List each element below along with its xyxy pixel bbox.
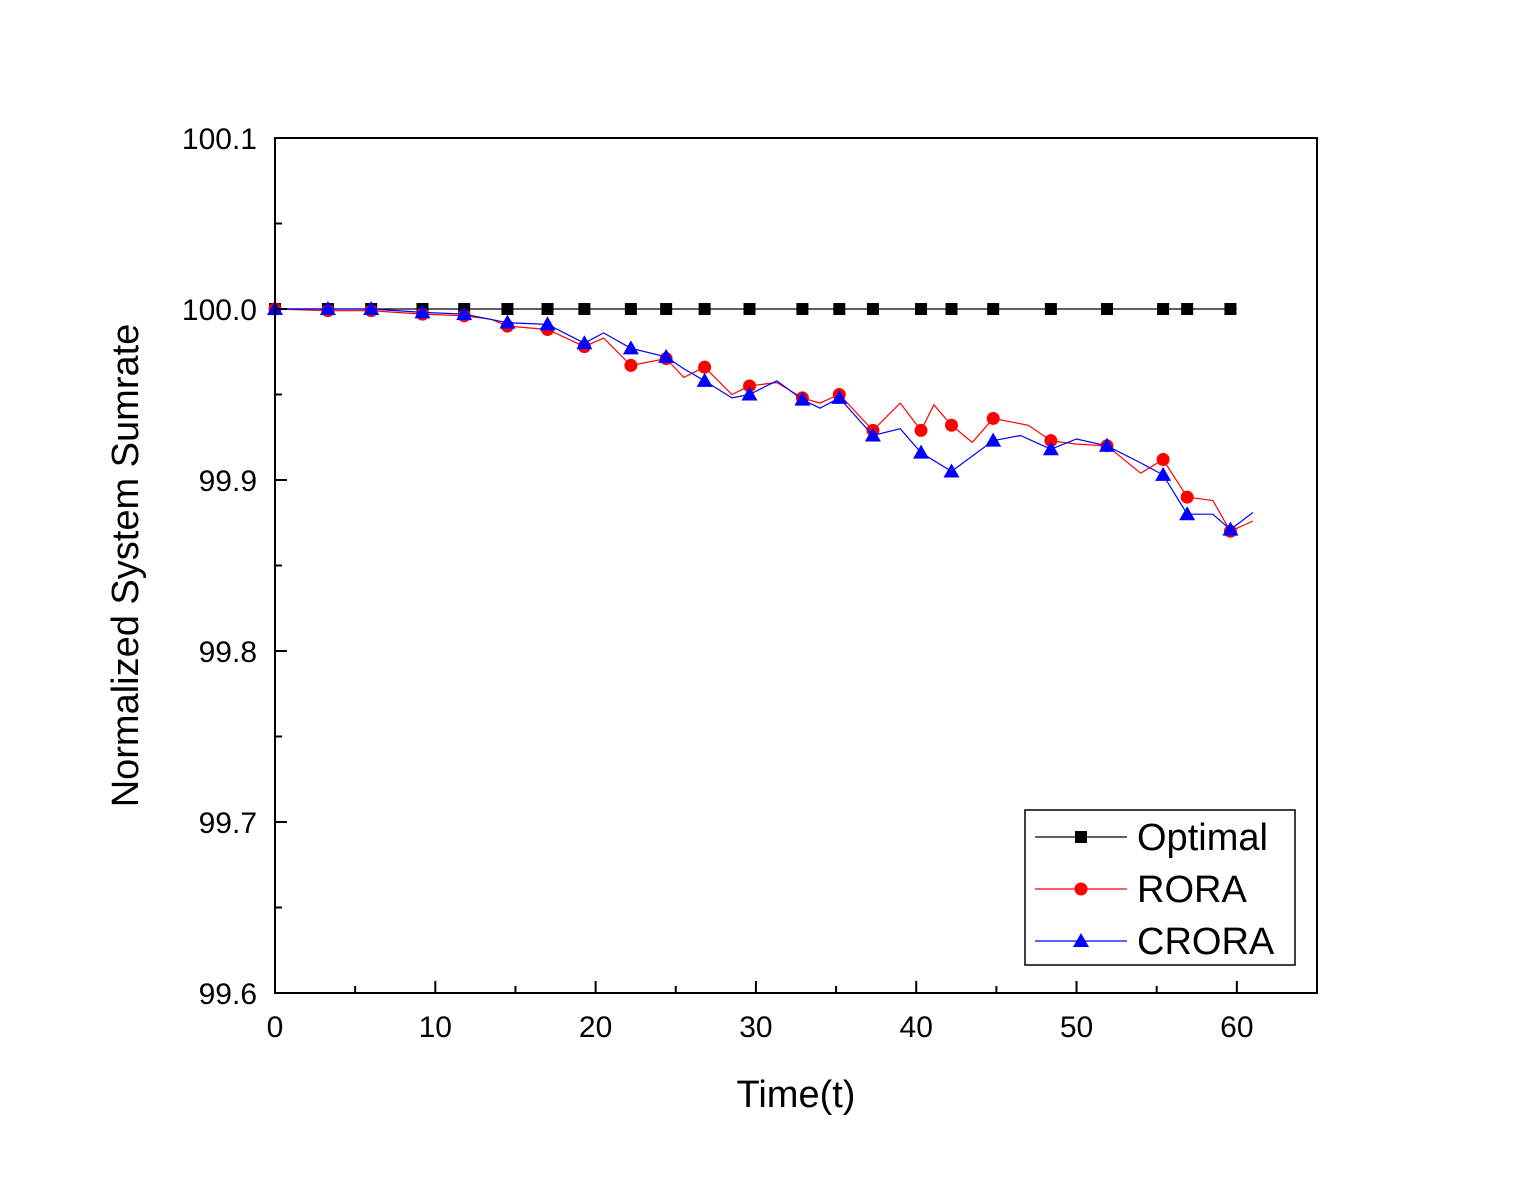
x-tick-label: 0: [267, 1011, 284, 1044]
legend-label: Optimal: [1137, 817, 1268, 859]
x-tick-label: 40: [900, 1011, 933, 1044]
x-tick-label: 20: [579, 1011, 612, 1044]
legend-marker: [1073, 933, 1089, 947]
legend-label: RORA: [1137, 869, 1247, 911]
y-tick-label: 99.7: [199, 807, 257, 840]
data-point-rora: [1156, 452, 1170, 466]
data-point-crora: [456, 306, 473, 321]
x-axis-title: Time(t): [737, 1074, 856, 1116]
x-tick-label: 30: [739, 1011, 772, 1044]
axis-layer: 0 10 20 30 40 50 60 99.6 99.7 99.8 99.9 100.0 100.1: [182, 123, 1254, 1044]
data-point-rora: [1044, 434, 1058, 448]
data-point-optimal: [698, 303, 711, 315]
series-crora: [267, 301, 1254, 536]
data-point-optimal: [743, 303, 756, 315]
data-point-crora: [794, 391, 811, 406]
data-point-optimal: [866, 303, 879, 315]
data-point-optimal: [578, 303, 591, 315]
data-point-crora: [696, 372, 713, 387]
data-point-crora: [1098, 437, 1115, 452]
data-point-crora: [319, 301, 336, 315]
x-tick-label: 60: [1220, 1011, 1253, 1044]
data-point-rora: [986, 411, 1000, 425]
data-point-optimal: [945, 303, 958, 315]
series-rora: [268, 302, 1254, 538]
y-tick-label: 100.0: [182, 294, 257, 327]
data-point-rora: [698, 360, 712, 374]
legend-item-optimal: Optimal: [1035, 817, 1268, 859]
data-point-rora: [743, 379, 757, 393]
data-point-optimal: [1181, 303, 1194, 315]
data-point-optimal: [624, 303, 637, 315]
data-point-optimal: [833, 303, 846, 315]
data-point-crora: [622, 340, 639, 355]
data-point-crora: [831, 389, 848, 404]
data-point-crora: [499, 314, 516, 329]
series-layer: [267, 301, 1254, 538]
legend-marker: [1075, 831, 1087, 843]
data-point-crora: [985, 432, 1002, 447]
data-point-optimal: [1224, 303, 1237, 315]
legend-marker: [1074, 882, 1088, 896]
data-point-crora: [1222, 521, 1239, 536]
data-point-rora: [624, 358, 638, 372]
data-point-crora: [576, 335, 593, 350]
y-axis-title: Normalized System Sumrate: [105, 324, 147, 808]
data-point-optimal: [501, 303, 514, 315]
y-tick-label: 100.1: [182, 123, 257, 156]
data-point-rora: [914, 423, 928, 437]
y-tick-label: 99.9: [199, 465, 257, 498]
data-point-optimal: [1157, 303, 1170, 315]
data-point-crora: [1155, 466, 1172, 481]
data-point-crora: [414, 304, 431, 319]
data-point-crora: [741, 386, 758, 401]
data-point-crora: [913, 444, 930, 459]
data-point-optimal: [541, 303, 554, 315]
data-point-crora: [1179, 506, 1196, 521]
legend-box: [1024, 809, 1296, 966]
legend-item-rora: RORA: [1035, 869, 1247, 911]
legend: Optimal RORA CRORA: [1024, 809, 1296, 966]
data-point-optimal: [796, 303, 809, 315]
series-line-crora: [275, 308, 1254, 531]
legend-label: CRORA: [1137, 921, 1275, 963]
x-tick-label: 50: [1060, 1011, 1093, 1044]
series-line-rora: [274, 308, 1254, 533]
x-tick-label: 10: [419, 1011, 452, 1044]
data-point-optimal: [987, 303, 1000, 315]
data-point-rora: [944, 418, 958, 432]
data-point-rora: [1180, 490, 1194, 504]
data-point-crora: [864, 427, 881, 442]
data-point-crora: [658, 348, 675, 363]
legend-item-crora: CRORA: [1035, 921, 1275, 963]
data-point-crora: [539, 316, 556, 331]
y-tick-label: 99.8: [199, 636, 257, 669]
data-point-crora: [943, 463, 960, 478]
data-point-crora: [1042, 441, 1059, 456]
data-point-optimal: [915, 303, 928, 315]
data-point-optimal: [660, 303, 673, 315]
data-point-optimal: [1044, 303, 1057, 315]
y-tick-label: 99.6: [199, 978, 257, 1011]
data-point-crora: [363, 301, 380, 315]
data-point-optimal: [1100, 303, 1113, 315]
